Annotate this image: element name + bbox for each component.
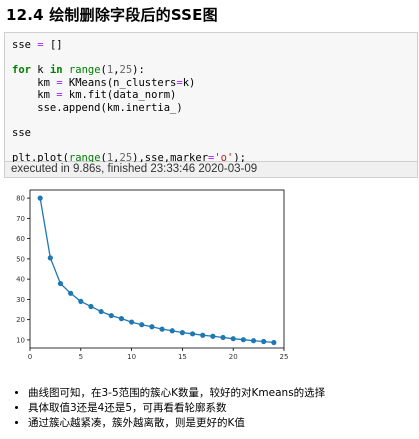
data-point — [271, 339, 277, 346]
code-line — [12, 114, 417, 127]
code-token: km — [12, 76, 57, 89]
sse-chart: 10 20 30 40 50 60 70 80 0 5 10 15 20 25 — [0, 182, 419, 377]
conclusion-item: 通过簇心越紧凑，簇外越离散，则是更好的K值 — [28, 416, 325, 431]
code-token: = — [56, 76, 63, 89]
code-token: range — [68, 64, 101, 76]
y-tick-label: 80 — [16, 195, 25, 203]
data-point — [108, 312, 114, 319]
code-token: ); — [233, 151, 246, 164]
y-tick-label: 10 — [16, 336, 25, 344]
code-token: 'o' — [214, 151, 234, 164]
code-token: = — [208, 151, 215, 164]
y-tick-label: 50 — [16, 255, 25, 263]
code-cell[interactable]: sse = [] for k in range(1,25): km = KMean… — [4, 32, 418, 165]
conclusion-item: 具体取值3还是4还是5，可再看看轮廓系数 — [28, 401, 325, 416]
y-tick-label: 20 — [16, 316, 25, 324]
data-point — [250, 338, 257, 344]
sse-series-markers — [37, 195, 277, 346]
code-token: sse.append(km.inertia_) — [12, 101, 183, 114]
code-token: 1 — [106, 151, 114, 164]
conclusion-list: 曲线图可知，在3-5范围的簇心K数量，较好的对Kmeans的选择具体取值3还是4… — [12, 386, 325, 431]
code-token: ( — [100, 151, 107, 164]
data-point — [149, 324, 155, 330]
data-point — [230, 336, 236, 342]
code-token: in — [49, 64, 63, 76]
x-axis-ticks: 0 5 10 15 20 25 — [28, 348, 289, 361]
data-point — [118, 316, 125, 322]
code-line: sse — [12, 127, 417, 140]
data-point — [139, 322, 145, 328]
code-token: k) — [182, 76, 196, 89]
data-point — [240, 337, 246, 343]
data-point — [68, 290, 74, 296]
code-line: for k in range(1,25): — [12, 64, 417, 77]
y-tick-label: 70 — [16, 215, 25, 223]
code-token: = — [176, 76, 183, 89]
sse-series-line — [39, 197, 274, 344]
code-token: = — [37, 39, 44, 51]
data-point — [200, 332, 206, 338]
code-token: k — [30, 64, 50, 76]
x-tick-label: 15 — [178, 353, 187, 361]
data-point — [220, 334, 226, 341]
code-token: plt.plot( — [12, 151, 69, 164]
code-token: for — [12, 64, 31, 76]
data-point — [78, 298, 84, 305]
data-point — [129, 319, 135, 325]
code-line: km = km.fit(data_norm) — [12, 89, 417, 102]
section-heading: 12.4 绘制删除字段后的SSE图 — [6, 6, 218, 24]
code-token: sse — [12, 126, 31, 139]
code-token: = — [56, 89, 63, 101]
y-tick-label: 60 — [16, 235, 25, 243]
conclusion-item: 曲线图可知，在3-5范围的簇心K数量，较好的对Kmeans的选择 — [28, 386, 325, 401]
code-token: km — [12, 89, 57, 101]
code-token: , — [113, 151, 120, 164]
code-line: sse.append(km.inertia_) — [12, 102, 417, 115]
code-token: ): — [132, 64, 145, 76]
data-point — [261, 338, 267, 345]
code-token: 25 — [119, 151, 133, 164]
code-token: ),sse,marker — [132, 151, 209, 164]
data-point — [37, 195, 43, 201]
code-token: 1 — [106, 64, 114, 76]
data-point — [210, 333, 216, 339]
code-token: [] — [43, 39, 63, 51]
x-tick-label: 0 — [28, 353, 32, 361]
y-tick-label: 40 — [16, 276, 25, 284]
x-tick-label: 5 — [79, 353, 83, 361]
code-line — [12, 139, 417, 152]
y-tick-label: 30 — [16, 296, 25, 304]
execution-status: executed in 9.86s, finished 23:33:46 202… — [4, 162, 418, 178]
y-axis-ticks: 10 20 30 40 50 60 70 80 — [16, 195, 30, 344]
code-token: KMeans(n_clusters — [62, 76, 177, 89]
data-point — [169, 328, 175, 334]
code-token: sse — [12, 39, 38, 51]
data-point — [159, 326, 165, 332]
data-point — [179, 330, 185, 336]
data-point — [88, 303, 94, 310]
x-tick-label: 25 — [280, 353, 289, 361]
sse-line-chart: 10 20 30 40 50 60 70 80 0 5 10 15 20 25 — [16, 189, 289, 361]
code-token: range — [68, 151, 101, 164]
data-point — [98, 308, 104, 315]
code-token: , — [113, 64, 120, 76]
code-line — [12, 52, 417, 65]
data-point — [47, 255, 53, 261]
code-token: km.fit(data_norm) — [62, 89, 177, 101]
x-tick-label: 20 — [229, 353, 238, 361]
code-token: 25 — [119, 64, 133, 76]
code-line: sse = [] — [12, 39, 417, 52]
code-line: plt.plot(range(1,25),sse,marker='o'); — [12, 152, 417, 165]
plot-area-frame — [29, 189, 285, 349]
data-point — [57, 280, 64, 287]
code-line: km = KMeans(n_clusters=k) — [12, 77, 417, 90]
x-tick-label: 10 — [127, 353, 136, 361]
data-point — [189, 331, 196, 337]
code-token: ( — [100, 64, 107, 76]
